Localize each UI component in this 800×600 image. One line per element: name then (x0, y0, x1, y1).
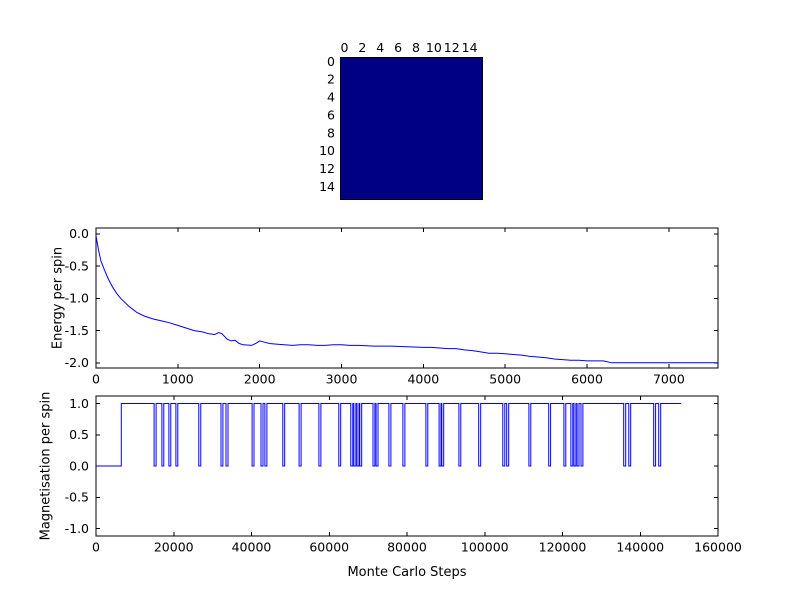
magnetisation-per-spin-ytick-label: -0.5 (65, 490, 89, 505)
heatmap-xtick-label: 6 (394, 40, 402, 55)
heatmap-xtick-label: 2 (358, 40, 366, 55)
heatmap-xtick-label: 14 (462, 40, 478, 55)
magnetisation-y-axis-label: Magnetisation per spin (38, 391, 54, 541)
energy-per-spin-ytick-label: -2.0 (65, 355, 89, 370)
magnetisation-per-spin-xtick-label: 60000 (309, 540, 349, 555)
heatmap-ytick-label: 0 (327, 54, 335, 69)
energy-per-spin-xtick-label: 6000 (571, 372, 603, 387)
magnetisation-per-spin-ytick-label: 1.0 (69, 396, 89, 411)
magnetisation-per-spin-xtick-label: 140000 (616, 540, 664, 555)
heatmap-ytick-label: 12 (319, 161, 335, 176)
magnetisation-per-spin-xtick-label: 100000 (461, 540, 509, 555)
heatmap-ytick-label: 2 (327, 72, 335, 87)
magnetisation-per-spin-ytick-label: -1.0 (65, 521, 89, 536)
energy-per-spin-xtick-label: 1000 (162, 372, 194, 387)
magnetisation-per-spin-xtick-label: 0 (92, 540, 100, 555)
energy-per-spin-ytick-label: -1.5 (65, 323, 89, 338)
energy-per-spin-xtick-label: 0 (92, 372, 100, 387)
magnetisation-per-spin-xtick-label: 40000 (232, 540, 272, 555)
heatmap-ytick-label: 8 (327, 125, 335, 140)
energy-per-spin-xtick-label: 7000 (653, 372, 685, 387)
magnetisation-per-spin-ytick-label: 0.5 (69, 427, 89, 442)
energy-per-spin-ytick-label: -0.5 (65, 258, 89, 273)
heatmap-xtick-label: 12 (444, 40, 460, 55)
heatmap-xtick-label: 0 (340, 40, 348, 55)
energy-per-spin-xtick-label: 4000 (407, 372, 439, 387)
energy-per-spin-ytick-label: 0.0 (69, 226, 89, 241)
magnetisation-per-spin-xtick-label: 20000 (154, 540, 194, 555)
energy-per-spin-xtick-label: 5000 (489, 372, 521, 387)
heatmap-ytick-label: 10 (319, 143, 335, 158)
magnetisation-series-line (96, 403, 682, 467)
energy-y-axis-label: Energy per spin (50, 246, 66, 350)
magnetisation-per-spin-ytick-label: 0.0 (69, 458, 89, 473)
heatmap-ytick-label: 6 (327, 107, 335, 122)
spin-lattice-heatmap (340, 57, 483, 200)
magnetisation-per-spin-xtick-label: 80000 (387, 540, 427, 555)
magnetisation-per-spin-xtick-label: 160000 (694, 540, 742, 555)
magnetisation-per-spin-xtick-label: 120000 (539, 540, 587, 555)
energy-series-line (95, 235, 718, 364)
heatmap-xtick-label: 8 (412, 40, 420, 55)
heatmap-xtick-label: 4 (376, 40, 384, 55)
energy-per-spin-ytick-label: -1.0 (65, 291, 89, 306)
x-axis-label: Monte Carlo Steps (347, 565, 467, 580)
energy-per-spin-xtick-label: 2000 (244, 372, 276, 387)
heatmap-xtick-label: 10 (426, 40, 442, 55)
energy-per-spin-xtick-label: 3000 (326, 372, 358, 387)
heatmap-ytick-label: 14 (319, 179, 335, 194)
heatmap-ytick-label: 4 (327, 90, 335, 105)
